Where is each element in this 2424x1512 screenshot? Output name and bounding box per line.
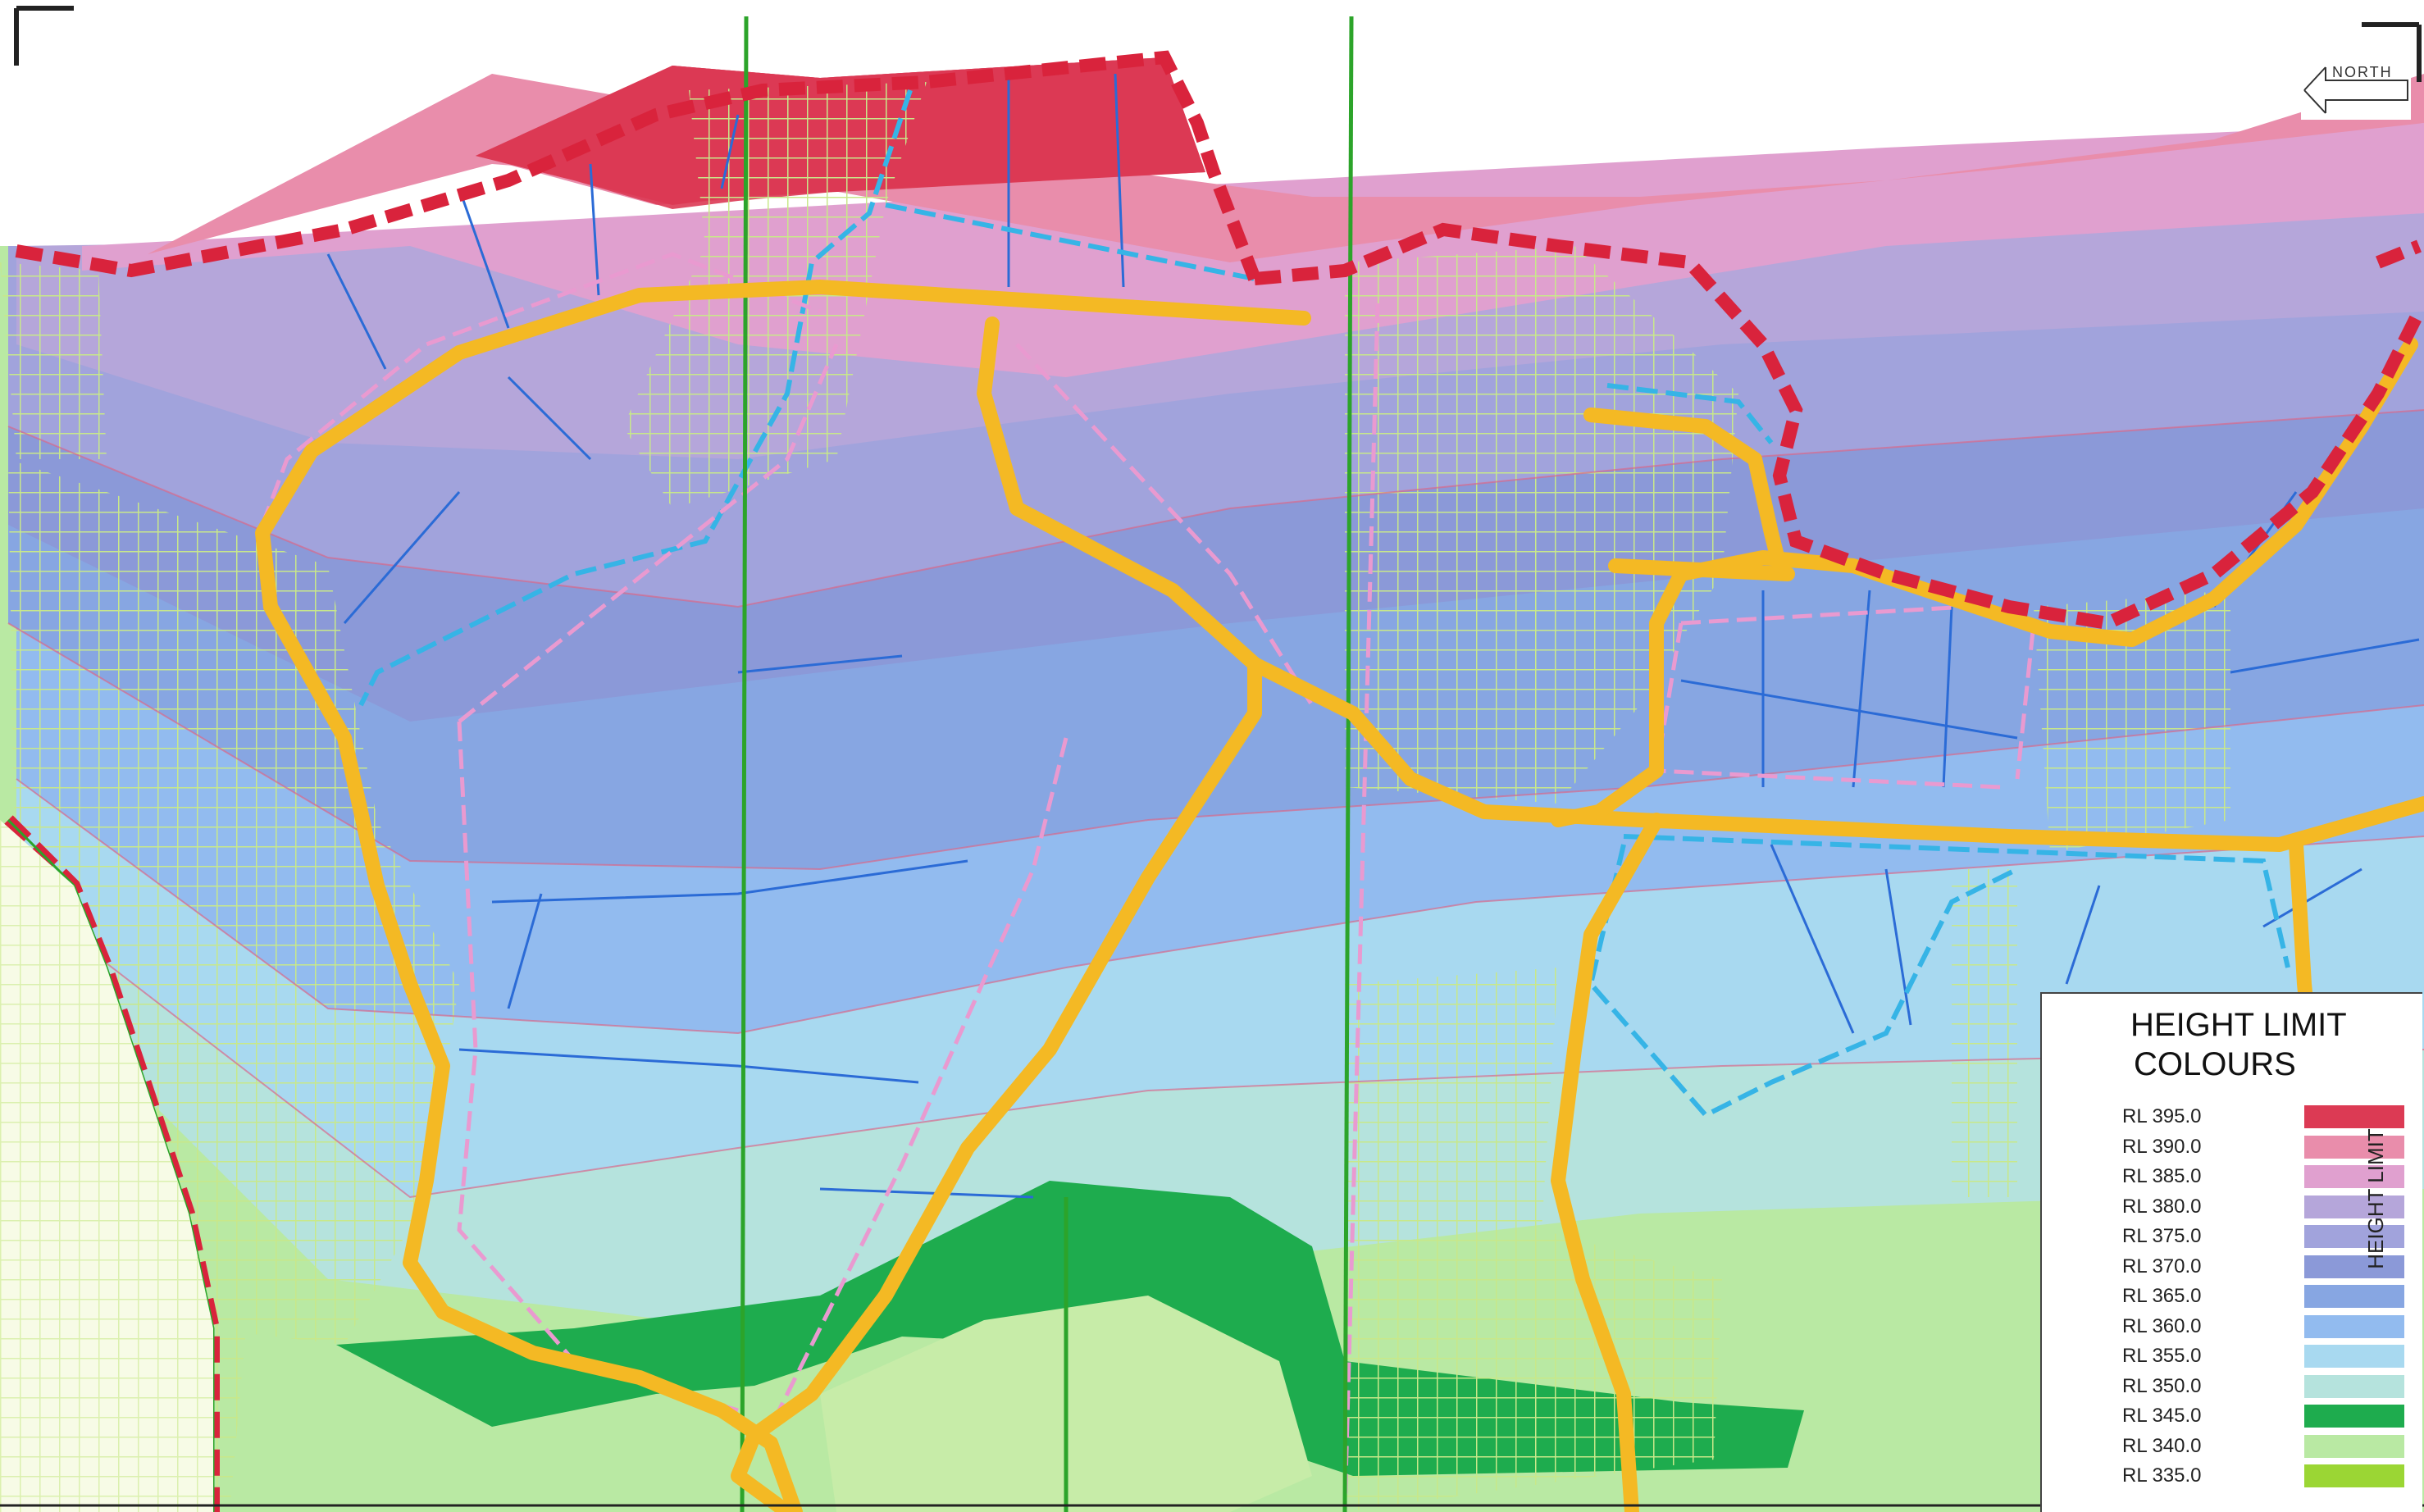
legend-entry-swatch [2304,1195,2404,1218]
legend-entry: RL 340.0 [2122,1432,2404,1461]
legend-entry-label: RL 390.0 [2122,1135,2202,1158]
legend-entry-swatch [2304,1105,2404,1128]
legend-entry: RL 345.0 [2122,1401,2404,1431]
legend-entry-swatch [2304,1464,2404,1487]
height-limit-legend: HEIGHT LIMIT COLOURS RL 395.0 RL 390.0 RL … [2040,992,2422,1512]
legend-entry: RL 395.0 [2122,1102,2404,1132]
legend-entry-label: RL 365.0 [2122,1285,2202,1307]
legend-entry-label: RL 335.0 [2122,1464,2202,1487]
legend-entry-swatch [2304,1405,2404,1428]
legend-entry-label: RL 350.0 [2122,1374,2202,1397]
legend-entry: RL 355.0 [2122,1341,2404,1371]
left-arrow-icon [2303,66,2408,114]
legend-entry-swatch [2304,1434,2404,1458]
legend-title-line2: COLOURS [2134,1046,2296,1082]
legend-entry-label: RL 375.0 [2122,1225,2202,1247]
legend-entry-label: RL 385.0 [2122,1165,2202,1187]
legend-entry-label: RL 395.0 [2122,1105,2202,1127]
legend-entry-swatch [2304,1345,2404,1368]
legend-entry: RL 365.0 [2122,1282,2404,1311]
legend-entry: RL 380.0 [2122,1192,2404,1222]
legend-entry: RL 370.0 [2122,1252,2404,1282]
legend-entry-label: RL 380.0 [2122,1195,2202,1218]
legend-entry-label: RL 360.0 [2122,1314,2202,1337]
legend-title: HEIGHT LIMIT COLOURS [2130,1005,2347,1084]
legend-entry-swatch [2304,1374,2404,1398]
legend-entry: RL 390.0 [2122,1132,2404,1162]
legend-axis-label: HEIGHT LIMIT [2363,1128,2388,1269]
legend-entry-swatch [2304,1225,2404,1248]
north-arrow: NORTH [2301,62,2411,120]
legend-entry: RL 335.0 [2122,1461,2404,1491]
north-label: NORTH [2332,64,2393,80]
legend-entry: RL 385.0 [2122,1162,2404,1191]
legend-entry-label: RL 345.0 [2122,1405,2202,1427]
legend-entry-label: RL 355.0 [2122,1345,2202,1367]
legend-entry-swatch [2304,1314,2404,1338]
legend-entry-swatch [2304,1135,2404,1159]
legend-entry: RL 375.0 [2122,1222,2404,1251]
legend-entry-swatch [2304,1165,2404,1188]
legend-entry-label: RL 340.0 [2122,1434,2202,1457]
legend-entry-swatch [2304,1255,2404,1278]
legend-title-line1: HEIGHT LIMIT [2130,1007,2347,1043]
legend-entry: RL 350.0 [2122,1372,2404,1401]
legend-entry-swatch [2304,1285,2404,1308]
legend-entry: RL 360.0 [2122,1312,2404,1341]
legend-entry-label: RL 370.0 [2122,1255,2202,1277]
